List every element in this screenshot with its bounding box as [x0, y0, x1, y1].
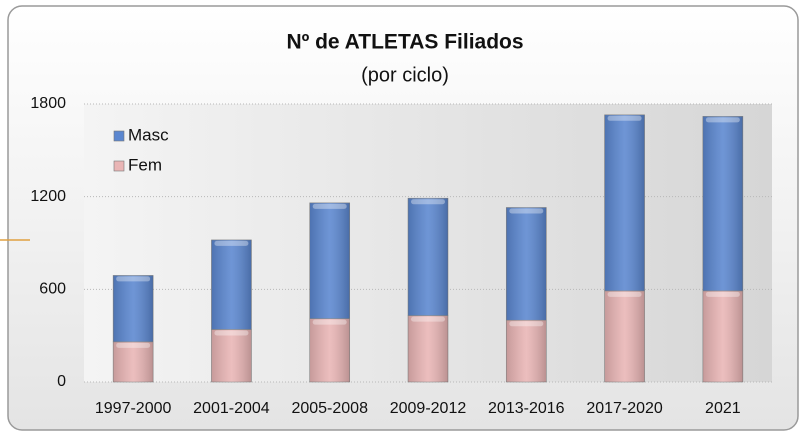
y-tick-label: 0 — [57, 373, 66, 390]
x-tick-label: 1997-2000 — [95, 400, 172, 417]
bar-cap — [411, 316, 445, 322]
bar-cap — [509, 321, 544, 327]
y-tick-label: 1800 — [30, 95, 66, 112]
legend-label: Fem — [128, 155, 162, 174]
bar-shading — [506, 207, 547, 321]
legend-swatch — [113, 160, 125, 172]
bar-shading — [506, 320, 547, 382]
bar-shading — [309, 318, 350, 382]
bar-cap — [607, 291, 642, 297]
bar-shading — [604, 114, 645, 291]
bar-cap — [509, 208, 544, 214]
bar-cap — [705, 117, 740, 123]
x-tick-label: 2005-2008 — [291, 400, 368, 417]
legend: Masc Fem — [113, 125, 169, 174]
bar-cap — [312, 319, 347, 325]
bar-shading — [309, 202, 350, 319]
bar-shading — [113, 275, 154, 342]
legend-label: Masc — [128, 125, 169, 144]
x-tick-label: 2009-2012 — [390, 400, 467, 417]
bar-cap — [411, 199, 445, 205]
bar-cap — [214, 240, 249, 246]
y-tick-label: 600 — [39, 281, 66, 298]
bar-cap — [116, 276, 151, 282]
bar-cap — [214, 330, 249, 336]
chart-title: Nº de ATLETAS Filiados — [286, 31, 523, 54]
x-tick-label: 2001-2004 — [193, 400, 270, 417]
x-tick-label: 2013-2016 — [488, 400, 565, 417]
bar-cap — [607, 115, 642, 121]
legend-swatch — [113, 130, 125, 142]
x-tick-label: 2017-2020 — [586, 400, 663, 417]
bar-shading — [408, 198, 448, 316]
bar-shading — [702, 116, 743, 291]
y-tick-label: 1200 — [30, 188, 66, 205]
bar-shading — [702, 290, 743, 382]
bar-shading — [408, 315, 448, 382]
bar-cap — [705, 291, 740, 297]
bar-cap — [312, 203, 347, 209]
bar-shading — [211, 239, 252, 330]
chart-subtitle: (por ciclo) — [361, 64, 449, 86]
bar-shading — [604, 290, 645, 382]
bar-cap — [116, 342, 151, 348]
bar-shading — [211, 329, 252, 382]
x-tick-label: 2021 — [705, 400, 741, 417]
bar-shading — [113, 341, 154, 382]
